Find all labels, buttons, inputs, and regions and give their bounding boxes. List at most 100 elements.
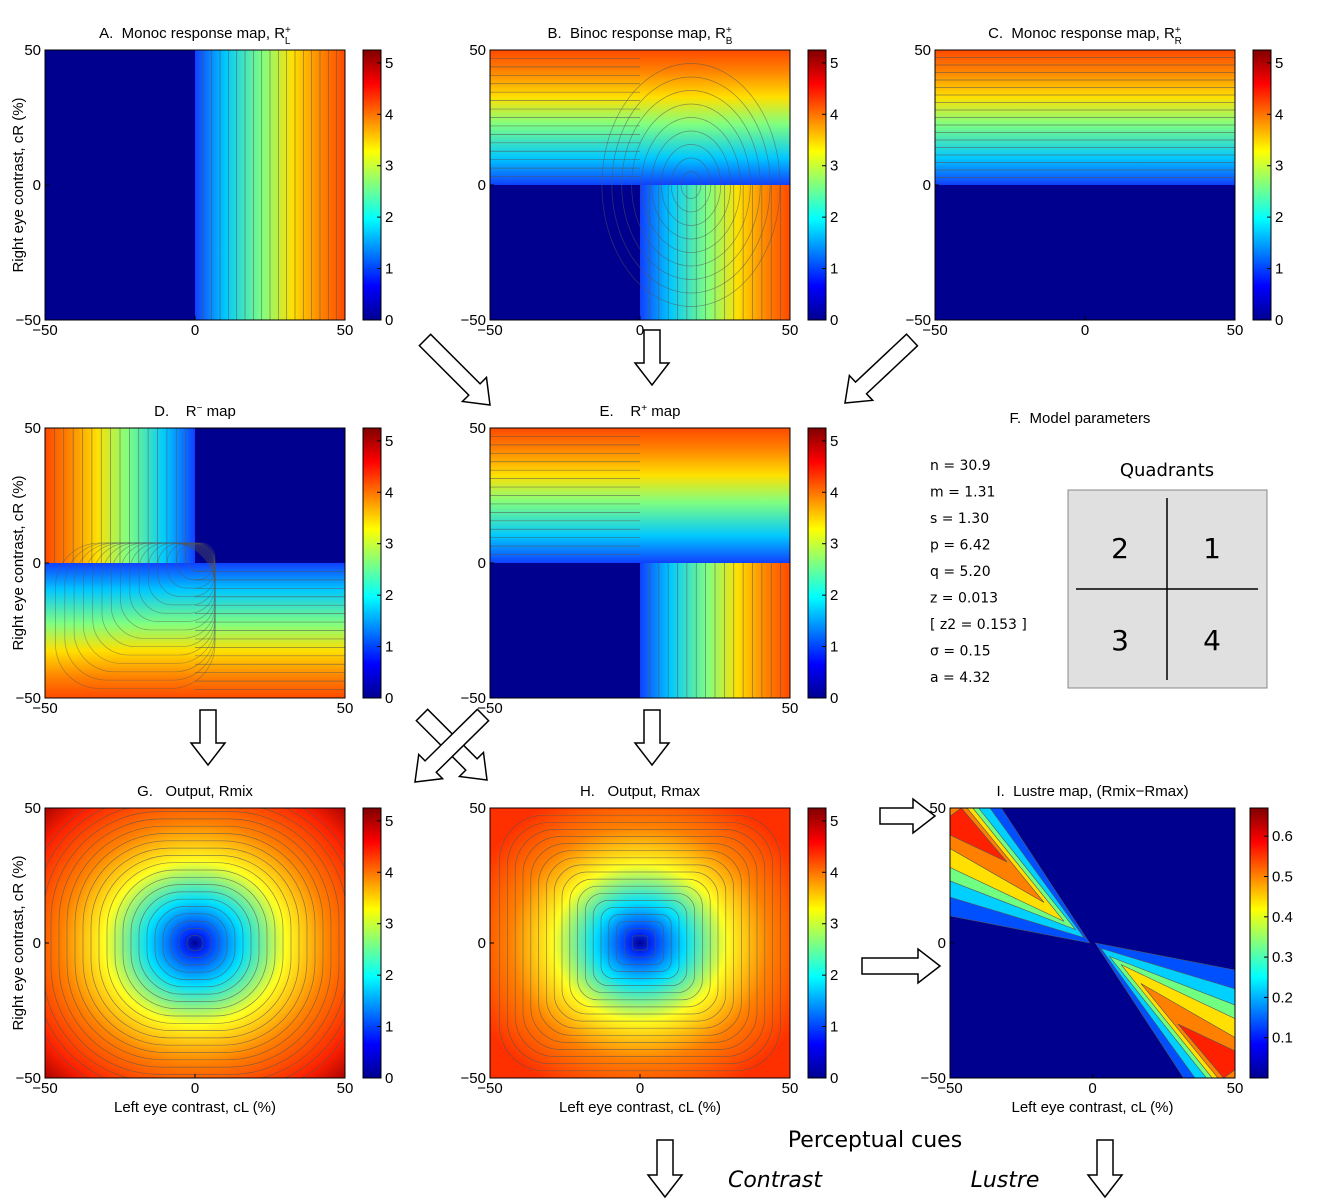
x-tick-label: 0	[191, 1080, 199, 1097]
title-sub: B	[726, 36, 733, 47]
y-tick-label: 0	[478, 555, 486, 572]
quadrant-label: 4	[1203, 624, 1221, 657]
colorbar-tick-label: 1	[385, 1019, 393, 1036]
title-text: D. R	[154, 403, 197, 420]
y-tick-label: 0	[33, 935, 41, 952]
colorbar-tick-label: 5	[1275, 55, 1283, 72]
colorbar-tick-label: 0	[830, 312, 838, 329]
y-axis-label: Right eye contrast, cR (%)	[10, 855, 27, 1030]
y-tick-label: −50	[16, 690, 41, 707]
colorbar-tick-label: 0.5	[1272, 869, 1293, 886]
y-tick-label: 50	[469, 42, 486, 59]
title-text: A. Monoc response map, R	[99, 25, 285, 42]
colorbar-tick-label: 1	[385, 639, 393, 656]
parameter: n = 30.9	[930, 458, 991, 474]
colorbar-tick-label: 0	[385, 1070, 393, 1087]
colorbar-tick-label: 0	[830, 1070, 838, 1087]
y-tick-label: −50	[906, 312, 931, 329]
colorbar-tick-label: 3	[385, 536, 393, 553]
colorbar-tick-label: 2	[830, 967, 838, 984]
x-tick-label: 50	[1227, 322, 1244, 339]
y-tick-label: 50	[914, 42, 931, 59]
y-axis-label: Right eye contrast, cR (%)	[10, 97, 27, 272]
y-tick-label: 50	[24, 42, 41, 59]
y-tick-label: 50	[24, 420, 41, 437]
colorbar-tick-label: 5	[385, 813, 393, 830]
y-tick-label: −50	[921, 1070, 946, 1087]
title-sup: +	[726, 25, 732, 36]
colorbar	[362, 49, 382, 321]
colorbar-tick-label: 3	[385, 916, 393, 933]
map-panel: B. Binoc response map, R+ B −50 0 50 −50 0 50 0 1…	[461, 25, 839, 340]
panel-title: D. R− map	[154, 403, 236, 421]
arrow	[646, 1139, 684, 1199]
colorbar	[807, 427, 827, 699]
arrow	[844, 333, 919, 404]
response-map	[935, 50, 1235, 320]
panel-title: G. Output, Rmix	[137, 783, 253, 800]
title-text: I. Lustre map, (Rmix−Rmax)	[996, 783, 1188, 800]
y-tick-label: 50	[24, 800, 41, 817]
title-text: H. Output, Rmax	[580, 783, 701, 800]
panel-title: I. Lustre map, (Rmix−Rmax)	[996, 783, 1188, 800]
x-tick-label: −50	[477, 322, 502, 339]
arrow	[633, 709, 671, 767]
title-sup: +	[1175, 25, 1181, 36]
colorbar	[807, 49, 827, 321]
x-tick-label: 50	[337, 700, 354, 717]
y-tick-label: 0	[938, 935, 946, 952]
x-tick-label: 0	[1081, 322, 1089, 339]
colorbar-tick-label: 2	[1275, 209, 1283, 226]
arrow	[879, 797, 937, 835]
y-tick-label: −50	[461, 1070, 486, 1087]
panel-title: B. Binoc response map, R+ B	[548, 25, 733, 47]
title-text: B. Binoc response map, R	[548, 25, 727, 42]
x-tick-label: 0	[636, 1080, 644, 1097]
arrow	[633, 329, 671, 387]
parameter: z = 0.013	[930, 591, 998, 607]
response-map	[45, 428, 345, 698]
colorbar	[1249, 807, 1269, 1079]
y-tick-label: −50	[461, 690, 486, 707]
title-sup: +	[285, 25, 291, 36]
y-tick-label: 0	[33, 555, 41, 572]
parameter: s = 1.30	[930, 511, 989, 527]
colorbar-tick-label: 5	[830, 813, 838, 830]
x-tick-label: −50	[922, 322, 947, 339]
colorbar-tick-label: 0.1	[1272, 1030, 1293, 1047]
parameters-title: F. Model parameters	[1010, 410, 1151, 427]
colorbar	[1252, 49, 1272, 321]
y-tick-label: −50	[16, 1070, 41, 1087]
y-tick-label: 0	[923, 177, 931, 194]
y-tick-label: 50	[469, 420, 486, 437]
x-tick-label: 0	[1088, 1080, 1096, 1097]
colorbar-tick-label: 0.2	[1272, 989, 1293, 1006]
colorbar-tick-label: 4	[385, 106, 393, 123]
colorbar-tick-label: 5	[385, 433, 393, 450]
arrow	[189, 709, 227, 767]
colorbar-tick-label: 1	[1275, 261, 1283, 278]
colorbar-tick-label: 5	[830, 433, 838, 450]
response-map	[490, 428, 790, 698]
title-sub: R	[1175, 36, 1182, 47]
colorbar-tick-label: 0.6	[1272, 828, 1293, 845]
colorbar-tick-label: 0	[385, 312, 393, 329]
x-tick-label: 0	[191, 322, 199, 339]
quadrant-label: 3	[1111, 624, 1129, 657]
quadrant-label: 1	[1203, 532, 1221, 565]
x-tick-label: 50	[782, 1080, 799, 1097]
map-panel: C. Monoc response map, R+ R −50 0 50 −50 0 50 0 1…	[906, 25, 1284, 340]
colorbar-tick-label: 3	[830, 536, 838, 553]
arrow	[418, 333, 491, 406]
arrow	[414, 708, 490, 783]
colorbar-tick-label: 3	[830, 158, 838, 175]
colorbar-tick-label: 0.4	[1272, 909, 1293, 926]
x-axis-label: Left eye contrast, cL (%)	[1011, 1099, 1173, 1116]
title-sub: L	[285, 36, 291, 47]
response-map	[490, 50, 790, 320]
title-sup: +	[641, 403, 647, 414]
y-tick-label: 0	[33, 177, 41, 194]
parameter: m = 1.31	[930, 485, 995, 501]
